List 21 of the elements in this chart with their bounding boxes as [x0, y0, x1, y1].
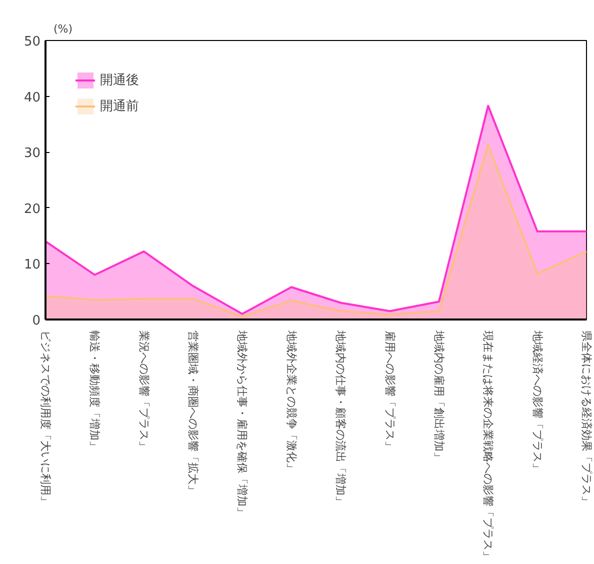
- y-axis-title: (%): [54, 22, 73, 36]
- x-tick-label: 地域内の仕事・顧客の流出「増加」: [334, 330, 348, 506]
- x-tick-label: 輸送・移動頻度「増加」: [88, 330, 102, 452]
- x-tick-label: 地域外企業との競争「激化」: [284, 330, 298, 474]
- x-tick-label: 県全体における経済効果「プラス」: [580, 330, 593, 506]
- x-tick-label: 現在または将来の企業戦略への影響「プラス」: [482, 330, 495, 562]
- x-tick-label: 営業圏域・商圏への影響「拡大」: [186, 330, 200, 496]
- y-tick-label: 40: [24, 90, 41, 106]
- y-tick-label: 0: [32, 314, 41, 328]
- legend-label: 開通後: [100, 72, 139, 89]
- y-tick-label: 20: [24, 202, 41, 217]
- y-tick-label: 30: [24, 146, 41, 162]
- y-tick-label: 50: [24, 34, 41, 50]
- y-tick-label: 10: [24, 258, 41, 273]
- x-tick-label: 地域外から仕事・雇用を確保「増加」: [236, 330, 249, 518]
- x-tick-label: 業況への影響「プラス」: [137, 330, 150, 452]
- legend-label: 開通前: [100, 98, 139, 115]
- x-tick-label: ビジネスでの利用度「大いに利用」: [39, 330, 52, 506]
- x-tick-label: 地域経済への影響「プラス」: [530, 330, 544, 474]
- x-tick-label: 地域内の雇用「創出増加」: [432, 330, 446, 462]
- x-tick-label: 雇用への影響「プラス」: [383, 330, 396, 452]
